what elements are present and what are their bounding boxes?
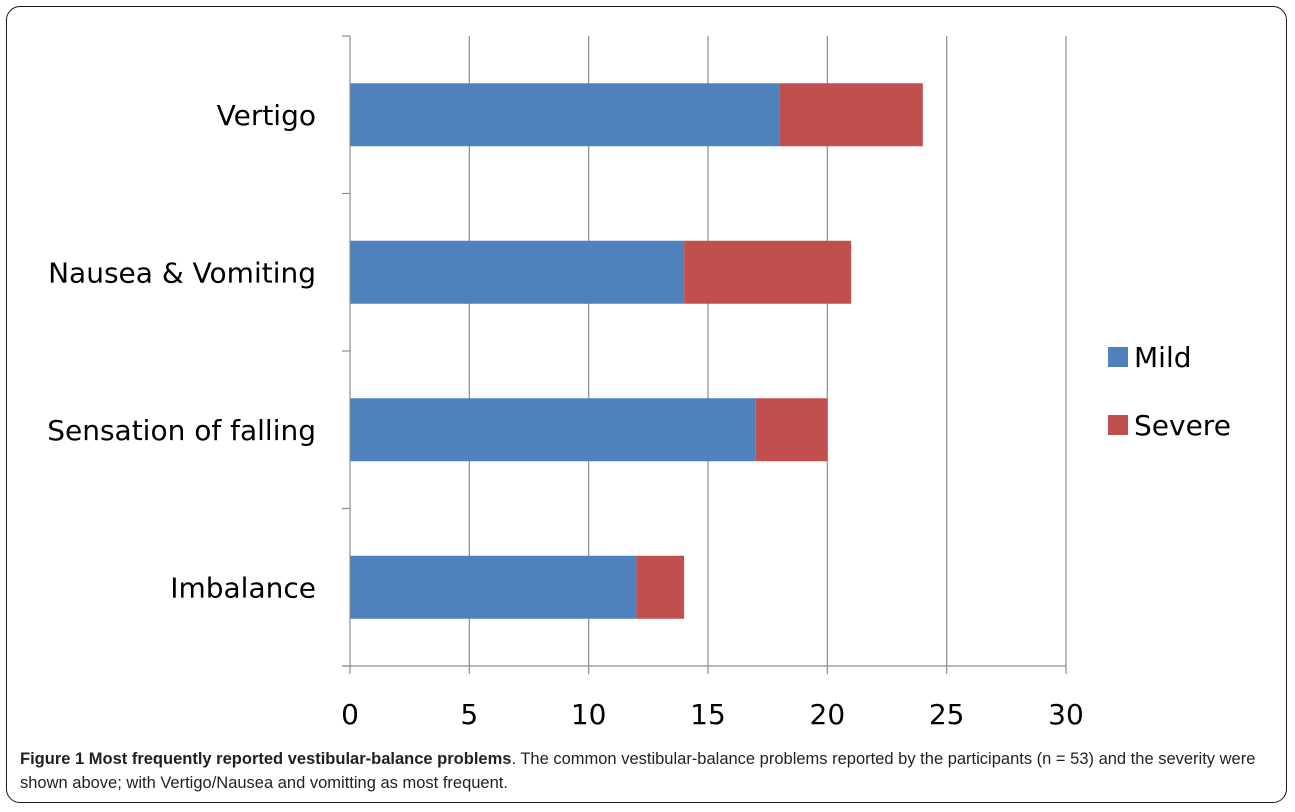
legend-swatch-mild [1108, 347, 1128, 367]
category-labels: Vertigo Nausea & Vomiting Sensation of fal… [47, 99, 316, 605]
x-tick-label-25: 25 [929, 698, 965, 731]
bar-severe-vertigo [779, 83, 923, 147]
x-tick-label-30: 30 [1048, 698, 1084, 731]
bar-mild-sensation-of-falling [350, 398, 756, 462]
bars [350, 83, 923, 619]
category-label: Sensation of falling [47, 414, 316, 447]
figure-caption: Figure 1 Most frequently reported vestib… [20, 747, 1275, 795]
bar-severe-nausea-vomiting [684, 240, 852, 304]
figure-frame [6, 6, 1287, 803]
stacked-bar-chart: Vertigo Nausea & Vomiting Sensation of fal… [47, 35, 1231, 731]
legend: Mild Severe [1108, 341, 1231, 442]
caption-text: . The common vestibular-balance problems… [20, 750, 1256, 792]
legend-swatch-severe [1108, 415, 1128, 435]
x-tick-label-0: 0 [341, 698, 359, 731]
caption-title: Figure 1 Most frequently reported vestib… [20, 750, 512, 768]
x-tick-label-5: 5 [460, 698, 478, 731]
axes [342, 35, 1067, 674]
category-label: Nausea & Vomiting [48, 256, 316, 289]
x-tick-label-10: 10 [571, 698, 607, 731]
x-tick-label-15: 15 [690, 698, 726, 731]
category-label: Vertigo [217, 99, 316, 132]
bar-mild-nausea-vomiting [350, 240, 685, 304]
legend-label-mild: Mild [1134, 341, 1192, 374]
x-tick-labels: 0 5 10 15 20 25 30 [341, 698, 1084, 731]
bar-mild-vertigo [350, 83, 780, 147]
x-tick-label-20: 20 [810, 698, 846, 731]
bar-severe-imbalance [636, 555, 685, 619]
bar-mild-imbalance [350, 555, 637, 619]
bar-severe-sensation-of-falling [755, 398, 828, 462]
legend-label-severe: Severe [1134, 409, 1231, 442]
category-label: Imbalance [170, 571, 316, 604]
